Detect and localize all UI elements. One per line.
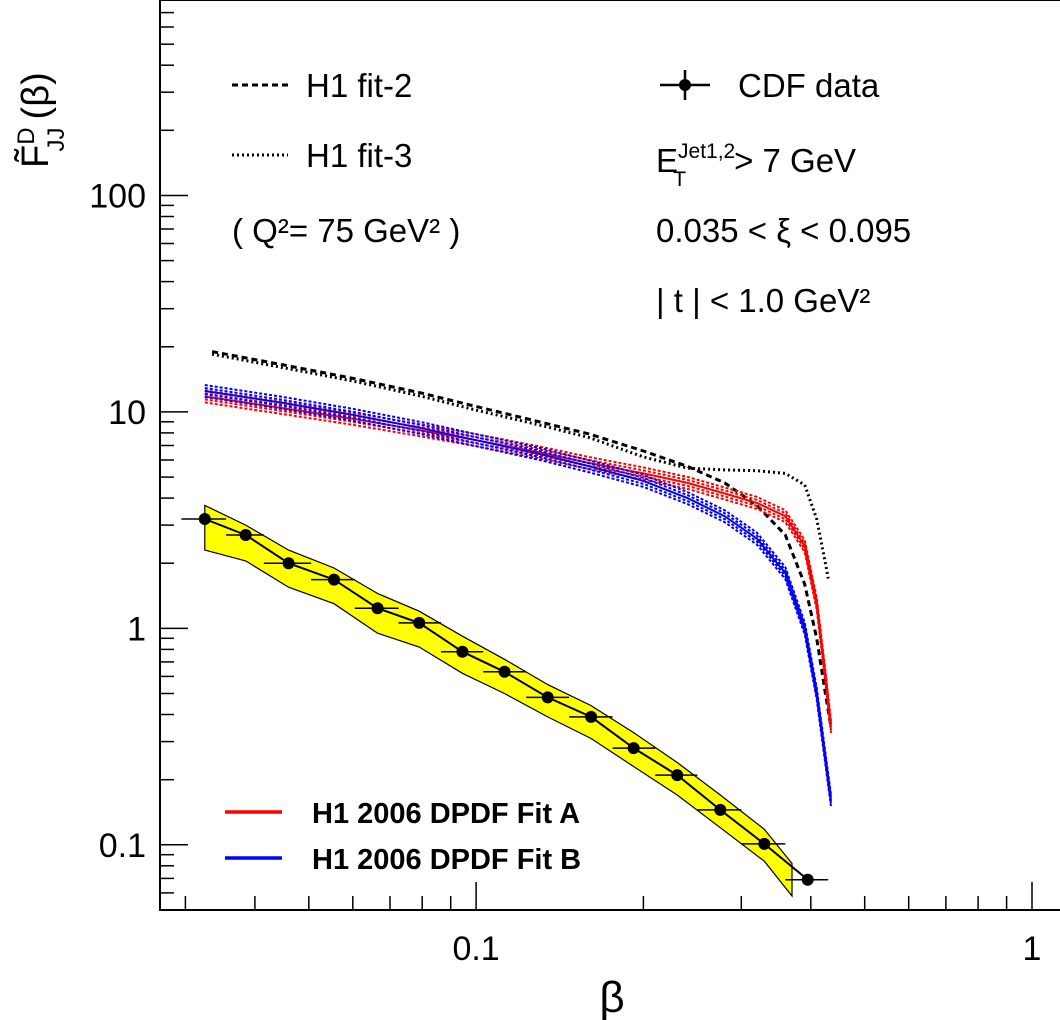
y-axis-subscript: JJ (43, 127, 70, 151)
legend-fit3-label: H1 fit-3 (306, 137, 412, 174)
series-1-line (211, 352, 830, 579)
et-cut: EJet1,2 T > 7 GeV (656, 140, 856, 191)
y-axis-title: F̃D JJ (β) (13, 72, 70, 168)
y-tick-label-0: 0.1 (99, 827, 146, 865)
series-2-line-0 (204, 389, 832, 722)
legend-cdf: CDF data EJet1,2 T > 7 GeV 0.035 < ξ < 0.0… (656, 67, 911, 319)
q2-note: ( Q²= 75 GeV² ) (232, 212, 460, 249)
cdf-point-10 (627, 742, 640, 755)
legend-fitB-label: H1 2006 DPDF Fit B (312, 844, 581, 876)
legend-fits: H1 fit-2 H1 fit-3 ( Q²= 75 GeV² ) (232, 67, 460, 249)
series-3-line-3 (204, 393, 832, 804)
et-cut-sub: T (673, 168, 686, 191)
cdf-point-5 (413, 616, 426, 629)
cdf-point-14 (801, 873, 814, 886)
cdf-point-9 (585, 710, 598, 723)
cdf-point-0 (198, 513, 211, 525)
cdf-point-7 (498, 665, 511, 678)
uncertainty-band-layer (204, 504, 793, 898)
series-3-line-2 (204, 390, 832, 801)
cdf-point-4 (371, 602, 384, 615)
t-cut: | t | < 1.0 GeV² (656, 282, 870, 319)
et-cut-sup: Jet1,2 (678, 140, 735, 163)
cdf-data-layer (181, 513, 829, 886)
tick-labels: 0.1 1 10 100 0.1 1 (89, 178, 1041, 969)
cdf-point-11 (671, 769, 684, 782)
x-tick-label-1: 1 (1023, 930, 1042, 968)
legend-fitA-label: H1 2006 DPDF Fit A (312, 798, 580, 830)
y-tick-label-3: 100 (89, 178, 146, 216)
series-2-line-3 (204, 398, 832, 731)
series-3-line-0 (204, 384, 832, 795)
cdf-point-12 (714, 803, 727, 816)
plot-frame (159, 0, 1060, 911)
y-axis-symbol: F̃ (14, 145, 57, 168)
y-tick-label-2: 10 (108, 394, 146, 432)
legend-dpdf: H1 2006 DPDF Fit A H1 2006 DPDF Fit B (225, 798, 581, 876)
et-cut-rest: > 7 GeV (734, 142, 856, 179)
legend-cdf-marker (679, 79, 691, 91)
cdf-point-1 (239, 529, 252, 541)
x-axis-title: β (599, 973, 624, 1020)
et-cut-base: E (656, 142, 678, 179)
legend-fit2-label: H1 fit-2 (306, 67, 412, 104)
axis-ticks (160, 0, 1033, 911)
y-axis-argument: (β) (15, 72, 57, 119)
series-0-line (211, 350, 833, 728)
cdf-point-8 (541, 691, 554, 704)
series-3-line-4 (204, 396, 832, 807)
cdf-uncertainty-band (204, 504, 793, 898)
cdf-point-2 (282, 557, 295, 570)
legend-cdf-label: CDF data (738, 67, 880, 104)
y-tick-label-1: 1 (127, 610, 146, 648)
y-axis-superscript: D (13, 127, 40, 144)
series-2-line-1 (204, 392, 832, 725)
x-tick-label-0: 0.1 (452, 930, 499, 968)
svg-text:F̃DJJ(β): F̃D JJ (β) (13, 72, 70, 168)
cdf-point-3 (328, 573, 340, 586)
xi-cut: 0.035 < ξ < 0.095 (656, 212, 911, 249)
curve-layer (204, 350, 833, 807)
cdf-point-6 (456, 645, 469, 658)
cdf-point-13 (758, 837, 771, 850)
